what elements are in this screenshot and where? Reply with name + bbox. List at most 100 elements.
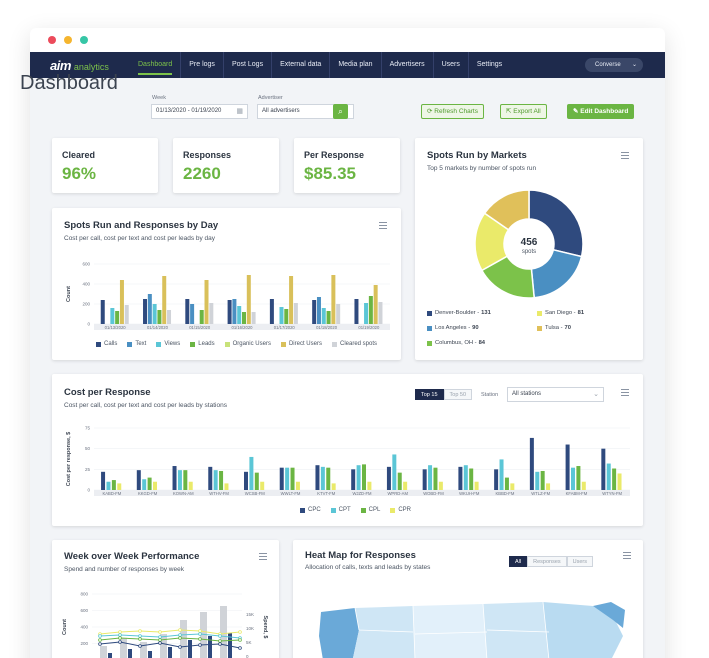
top-navbar: aim analytics Dashboard Pre logs Post Logs… bbox=[30, 52, 665, 78]
legend-item-cpr[interactable]: CPR bbox=[390, 507, 411, 513]
nav-item-pre-logs[interactable]: Pre logs bbox=[181, 52, 224, 78]
nav-item-post-logs[interactable]: Post Logs bbox=[224, 52, 273, 78]
x-tick-label: KOWN-AM bbox=[173, 491, 194, 496]
week-over-week-chart: 800600400200015K10K5K0CountSpend, $ bbox=[62, 592, 268, 658]
close-window-icon[interactable] bbox=[48, 36, 56, 44]
legend-item-leads[interactable]: Leads bbox=[190, 341, 215, 347]
nav-item-users[interactable]: Users bbox=[434, 52, 469, 78]
nav-item-external-data[interactable]: External data bbox=[272, 52, 331, 78]
edit-dashboard-button[interactable]: ✎ Edit Dashboard bbox=[567, 104, 635, 119]
trend-point bbox=[238, 646, 242, 650]
card-menu-icon[interactable] bbox=[379, 222, 387, 229]
nav-item-advertisers[interactable]: Advertisers bbox=[382, 52, 434, 78]
x-tick-label: KKGD-FM bbox=[138, 491, 158, 496]
trend-point bbox=[158, 638, 162, 642]
bar-cpr bbox=[510, 483, 515, 490]
calendar-icon: ▦ bbox=[236, 108, 243, 115]
legend-item-cleared-spots[interactable]: Cleared spots bbox=[331, 341, 377, 347]
bar-cpl bbox=[612, 468, 617, 490]
bar-direct-users bbox=[289, 276, 294, 324]
x-tick-label: 01/16/2020 bbox=[232, 325, 254, 330]
export-all-button[interactable]: ⇱ Export All bbox=[500, 104, 547, 119]
card-menu-icon[interactable] bbox=[621, 389, 629, 396]
card-title: Heat Map for Responses bbox=[305, 550, 416, 561]
bar-cpl bbox=[433, 467, 438, 490]
x-tick-label: 01/17/2020 bbox=[274, 325, 296, 330]
trend-line bbox=[99, 637, 241, 642]
legend-item-cpl[interactable]: CPL bbox=[360, 507, 380, 513]
x-tick-label: KFABM-FM bbox=[566, 491, 588, 496]
bar-leads bbox=[368, 296, 373, 324]
bar-cpc bbox=[386, 466, 391, 490]
x-tick-label: WKUH-FM bbox=[459, 491, 480, 496]
legend-label: Text bbox=[135, 341, 147, 347]
minimize-window-icon[interactable] bbox=[64, 36, 72, 44]
logo[interactable]: aim analytics bbox=[50, 56, 109, 74]
bar-cpt bbox=[249, 456, 254, 490]
week-bar bbox=[100, 646, 107, 658]
legend-swatch bbox=[330, 507, 336, 513]
trend-point bbox=[158, 641, 162, 645]
trend-point bbox=[238, 630, 242, 634]
legend-item-text[interactable]: Text bbox=[127, 341, 146, 347]
nav-item-media-plan[interactable]: Media plan bbox=[330, 52, 382, 78]
legend-item-views[interactable]: Views bbox=[156, 341, 180, 347]
bar-cpt bbox=[499, 459, 504, 490]
top-50-tab[interactable]: Top 50 bbox=[443, 389, 473, 400]
left-axis-label: Count bbox=[62, 619, 68, 635]
card-title: Spots Run by Markets bbox=[427, 150, 527, 161]
y-tick-label: 75 bbox=[85, 426, 91, 431]
card-menu-icon[interactable] bbox=[621, 152, 629, 159]
trend-point bbox=[138, 637, 142, 641]
card-menu-icon[interactable] bbox=[623, 552, 631, 559]
chart-legend: Calls Text Views Leads Organic Users Direct U… bbox=[96, 341, 387, 347]
x-tick-label: 01/19/2020 bbox=[358, 325, 380, 330]
nav-item-dashboard[interactable]: Dashboard bbox=[130, 52, 182, 78]
bar-cpt bbox=[392, 454, 397, 490]
bar-cpr bbox=[367, 481, 372, 490]
nav-item-settings[interactable]: Settings bbox=[476, 61, 503, 68]
bar-text bbox=[232, 299, 237, 324]
responses-tab[interactable]: Responses bbox=[527, 556, 567, 567]
week-bar-calls bbox=[108, 653, 112, 658]
legend-item-direct-users[interactable]: Direct Users bbox=[280, 341, 322, 347]
spots-by-day-chart: 0 200 400 600 01/13/2020 01/14/2020 01/15/2020… bbox=[66, 262, 390, 330]
legend-item-columbus-oh[interactable]: Columbus, OH -84 bbox=[427, 340, 485, 346]
legend-swatch bbox=[427, 325, 432, 331]
y-tick-label: 800 bbox=[80, 592, 88, 597]
legend-item-cpc[interactable]: CPC bbox=[300, 507, 321, 513]
users-tab[interactable]: Users bbox=[566, 556, 594, 567]
slice-tulsa bbox=[483, 189, 530, 231]
search-button[interactable]: ⌕ bbox=[333, 104, 348, 119]
maximize-window-icon[interactable] bbox=[80, 36, 88, 44]
legend-item-san-diego[interactable]: San Diego -81 bbox=[537, 310, 584, 316]
legend-item-denver-boulder[interactable]: Denver-Boulder -131 bbox=[427, 310, 491, 316]
top-15-tab[interactable]: Top 15 bbox=[415, 389, 444, 400]
bar-cpc bbox=[244, 471, 248, 490]
bar-cpc bbox=[494, 469, 499, 490]
legend-item-los-angeles[interactable]: Los Angeles -90 bbox=[427, 325, 479, 331]
legend-item-calls[interactable]: Calls bbox=[96, 341, 117, 347]
map-region-west bbox=[319, 608, 359, 658]
week-picker[interactable]: 01/13/2020 - 01/19/2020 ▦ bbox=[151, 104, 248, 119]
chevron-down-icon: ⌄ bbox=[631, 62, 637, 68]
card-menu-icon[interactable] bbox=[259, 553, 267, 560]
week-bar bbox=[180, 620, 187, 658]
legend-item-organic-users[interactable]: Organic Users bbox=[224, 341, 271, 347]
map-region-mountain bbox=[353, 606, 415, 658]
all-tab[interactable]: All bbox=[509, 556, 528, 567]
trend-point bbox=[178, 628, 182, 632]
bar-cpt bbox=[535, 471, 540, 490]
account-switcher[interactable]: Converse ⌄ bbox=[585, 58, 643, 72]
legend-item-tulsa[interactable]: Tulsa -70 bbox=[537, 325, 571, 331]
card-title: Cost per Response bbox=[64, 387, 151, 398]
card-title: Week over Week Performance bbox=[64, 551, 200, 562]
station-select[interactable]: All stations ⌄ bbox=[507, 387, 604, 402]
legend-item-cpt[interactable]: CPT bbox=[330, 507, 351, 513]
legend-label: Views bbox=[164, 341, 181, 347]
bar-cpt bbox=[177, 470, 182, 490]
week-value: 01/13/2020 - 01/19/2020 bbox=[156, 108, 222, 114]
refresh-charts-button[interactable]: ⟳ Refresh Charts bbox=[421, 104, 484, 119]
trend-point bbox=[218, 634, 222, 638]
kpi-card-cleared: Cleared 96% bbox=[52, 138, 158, 193]
